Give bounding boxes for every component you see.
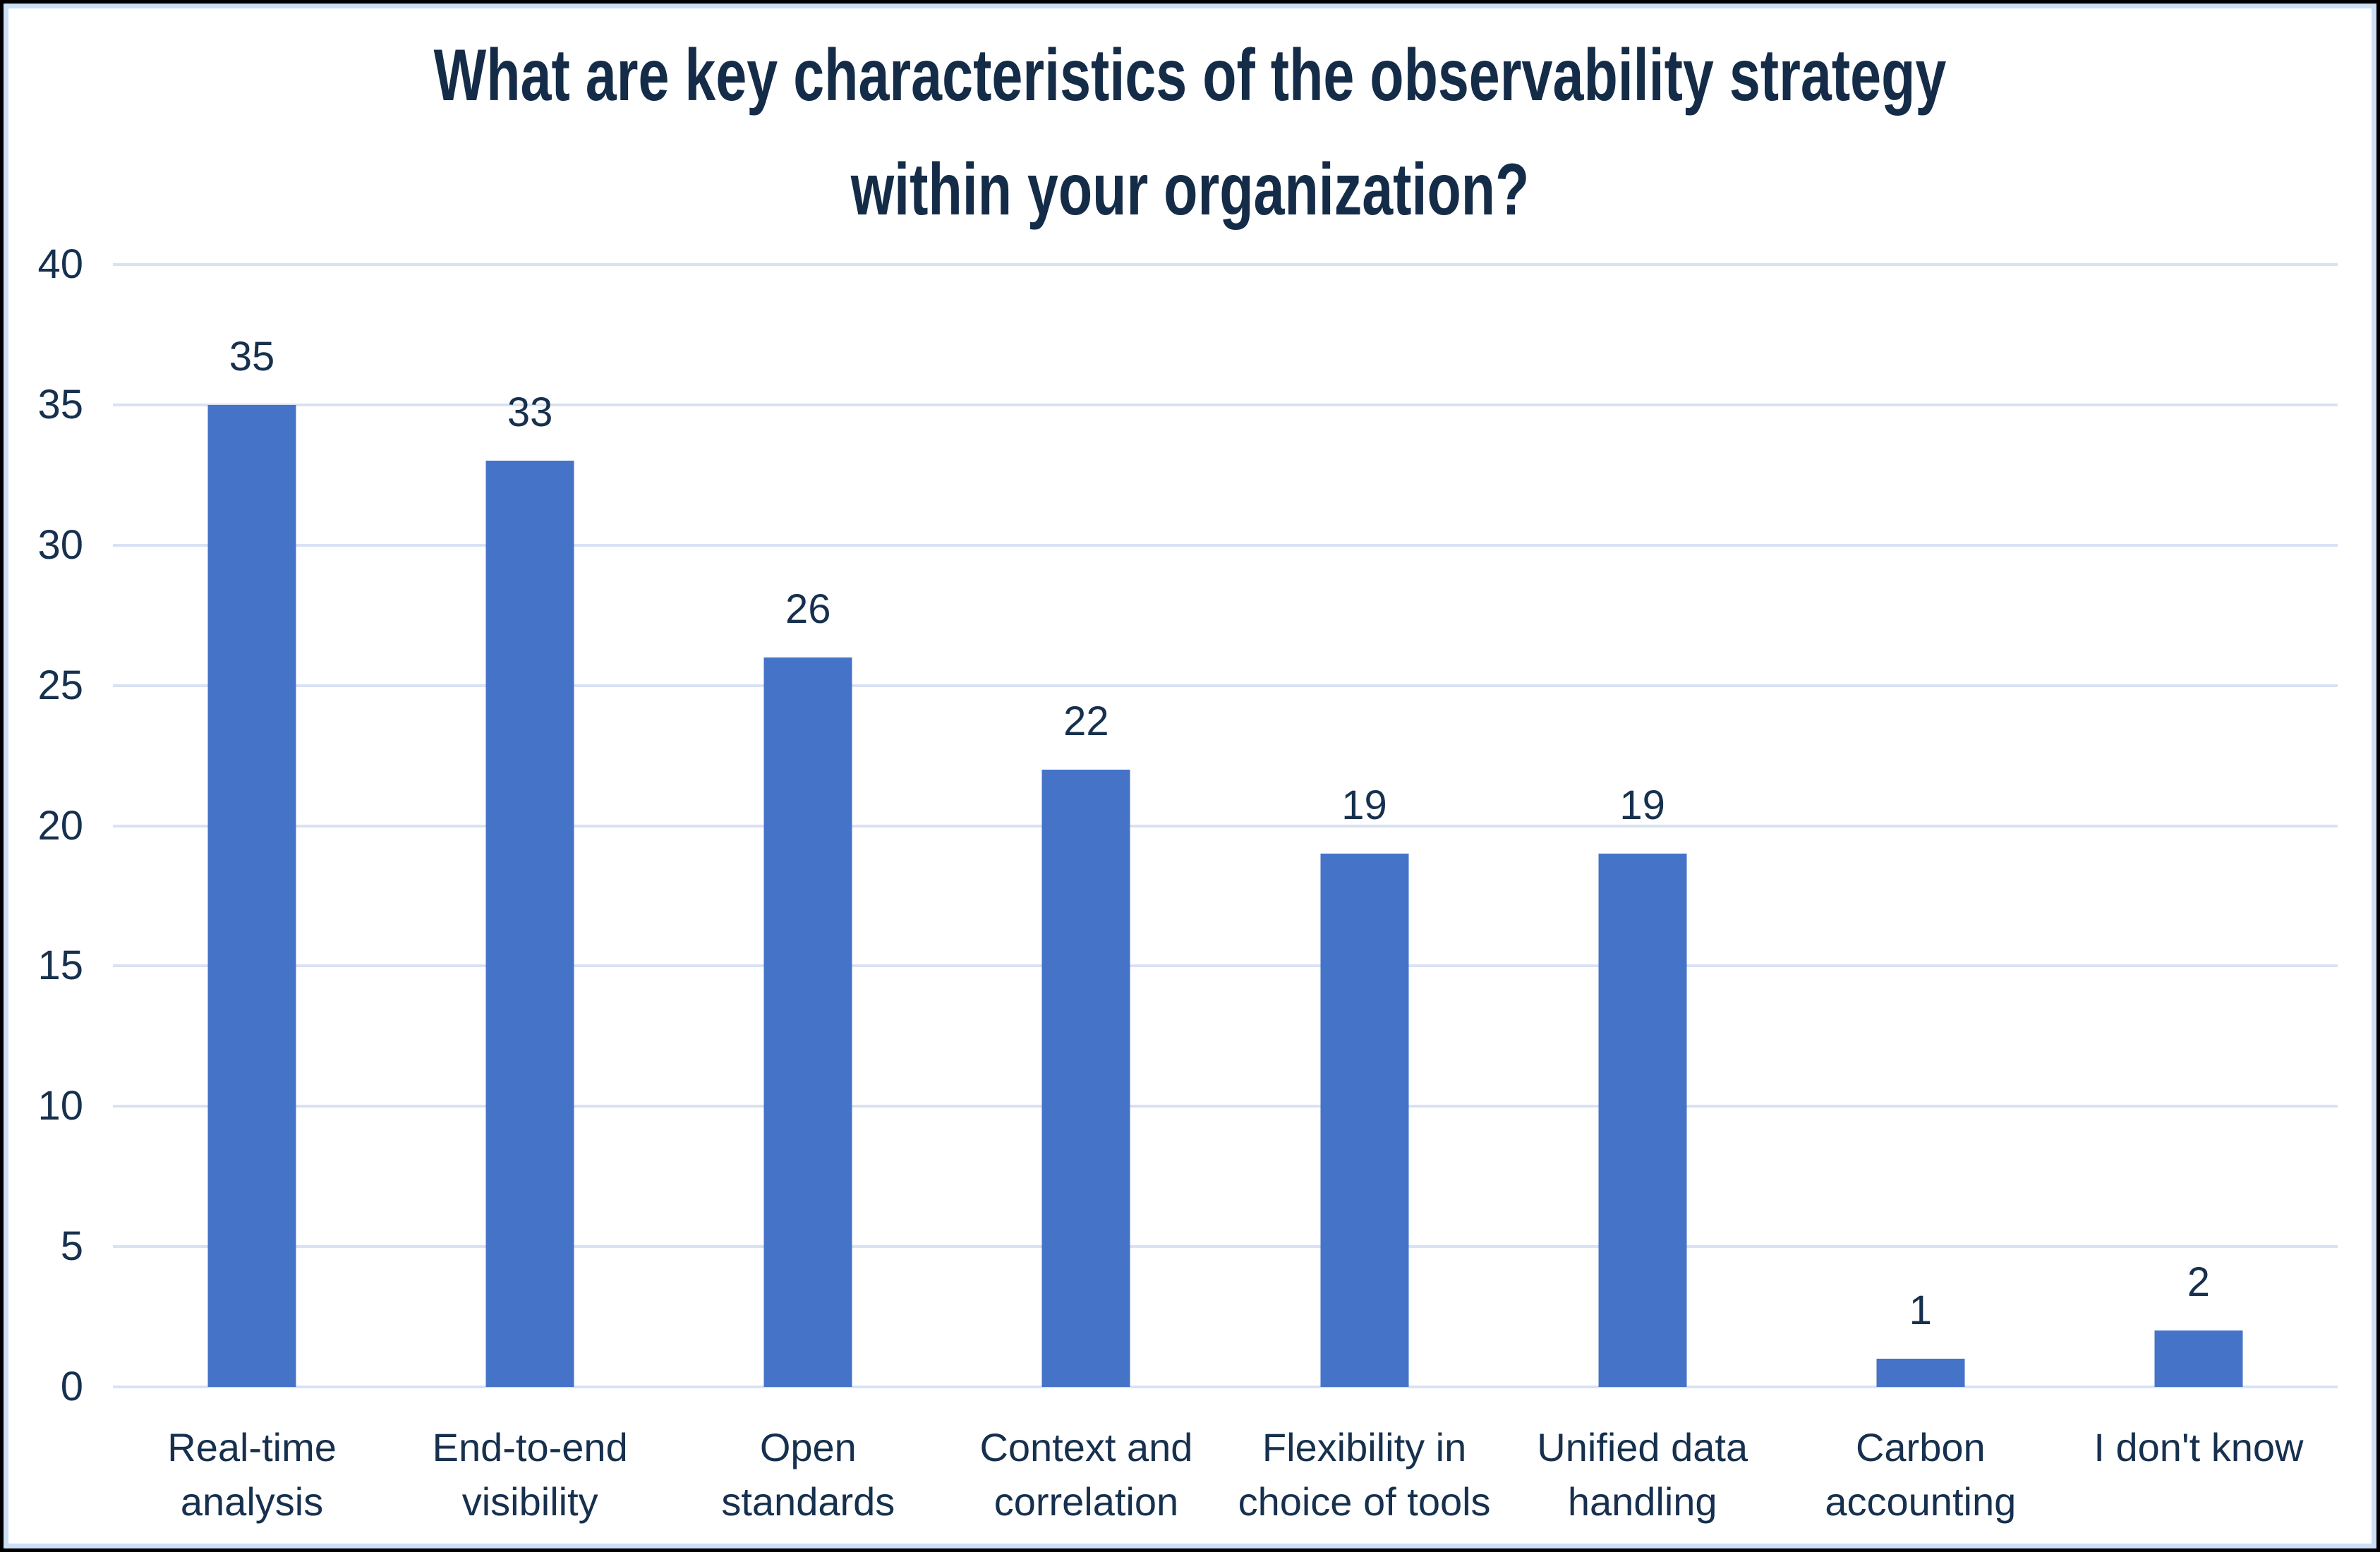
bar-value-label: 19 [1341,782,1387,829]
bar-slot: 19 [1226,265,1504,1387]
bar-slot: 35 [113,265,391,1387]
gridline [113,543,2338,547]
bar-slot: 22 [947,265,1225,1387]
bar [485,461,574,1387]
x-axis-category-label: Carbon accounting [1782,1420,2060,1529]
x-axis-category-label-line: Open [759,1425,857,1469]
x-axis-category-label-line: End-to-end [432,1425,628,1469]
x-axis-category-label-line: correlation [993,1479,1179,1524]
x-axis-category-label-line: Unified data [1537,1425,1748,1469]
x-axis-category-label-line: Flexibility in [1262,1425,1467,1469]
x-axis-category-label-line: Carbon [1855,1425,1986,1469]
x-axis-category-label: Real-time analysis [113,1420,391,1529]
bar-value-label: 33 [507,389,553,436]
bar-value-label: 26 [785,586,831,632]
y-axis-tick-label: 35 [37,381,83,428]
plot-area: 0 5 10 15 20 25 30 35 40 35 33 26 22 19 19 1 2 Real-tim… [37,241,2338,1524]
bar [763,657,852,1387]
bar [207,404,296,1387]
bar-slot: 2 [2060,265,2338,1387]
x-axis-category-label: Open standards [669,1420,947,1529]
bar-value-label: 1 [1909,1287,1932,1334]
gridline [113,1386,2338,1388]
x-axis-category-label-line: I don't know [2094,1425,2304,1469]
x-axis-category-label-line: Real-time [167,1425,337,1469]
y-axis-tick-label: 5 [60,1223,83,1270]
gridline [113,964,2338,968]
chart-title: What are key characteristics of the obse… [292,18,2088,247]
x-axis-category-label-line: accounting [1825,1479,2017,1524]
bar [1876,1359,1965,1387]
x-axis-category-label: Flexibility in choice of tools [1226,1420,1504,1529]
bar-slot: 33 [391,265,669,1387]
y-axis-tick-label: 40 [37,241,83,287]
gridline [113,1105,2338,1108]
bar [1320,854,1409,1387]
bar-value-label: 22 [1063,698,1109,744]
x-axis-category-label: Context and correlation [947,1420,1225,1529]
bar-value-label: 19 [1619,782,1665,829]
bar-slot: 1 [1782,265,2060,1387]
y-axis-tick-label: 25 [37,662,83,708]
x-axis-category-label-line: visibility [461,1479,598,1524]
y-axis-tick-label: 15 [37,942,83,989]
x-axis-category-label: I don't know [2060,1420,2338,1529]
chart-title-line-2: within your organization? [850,149,1530,231]
x-axis-category-label: Unified data handling [1504,1420,1782,1529]
gridline [113,1245,2338,1249]
gridline [113,263,2338,266]
gridline [113,824,2338,827]
bar-slot: 26 [669,265,947,1387]
y-axis-tick-label: 20 [37,802,83,849]
x-axis-category-label-line: handling [1567,1479,1717,1524]
y-axis-tick-label: 10 [37,1083,83,1129]
gridline [113,684,2338,687]
bar [1598,854,1687,1387]
gridline [113,403,2338,406]
bar [1041,769,1130,1387]
x-axis: Real-time analysis End-to-end visibility Ope… [113,1420,2338,1529]
chart-title-line-1: What are key characteristics of the obse… [433,35,1947,116]
bar-slot: 19 [1504,265,1782,1387]
bar [2154,1330,2243,1387]
x-axis-category-label-line: standards [721,1479,895,1524]
y-axis-tick-label: 0 [60,1364,83,1409]
x-axis-category-label-line: Context and [979,1425,1193,1469]
bars-layer: 35 33 26 22 19 19 1 2 [113,265,2338,1387]
x-axis-category-label-line: analysis [180,1479,324,1524]
chart-canvas: What are key characteristics of the obse… [4,4,2376,1548]
y-axis-tick-label: 30 [37,521,83,568]
bar-value-label: 2 [2187,1259,2211,1306]
x-axis-category-label: End-to-end visibility [391,1420,669,1529]
bar-value-label: 35 [229,333,275,380]
x-axis-category-label-line: choice of tools [1238,1479,1491,1524]
